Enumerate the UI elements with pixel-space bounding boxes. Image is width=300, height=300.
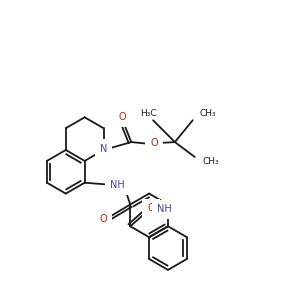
Text: O: O (118, 112, 126, 122)
Text: N: N (100, 144, 107, 154)
Text: CH₃: CH₃ (202, 158, 219, 166)
Text: NH: NH (110, 180, 125, 190)
Text: O: O (147, 203, 155, 214)
Text: H₃C: H₃C (140, 109, 156, 118)
Text: NH: NH (157, 204, 171, 214)
Text: CH₃: CH₃ (200, 109, 216, 118)
Text: O: O (100, 214, 107, 224)
Text: O: O (150, 138, 158, 148)
